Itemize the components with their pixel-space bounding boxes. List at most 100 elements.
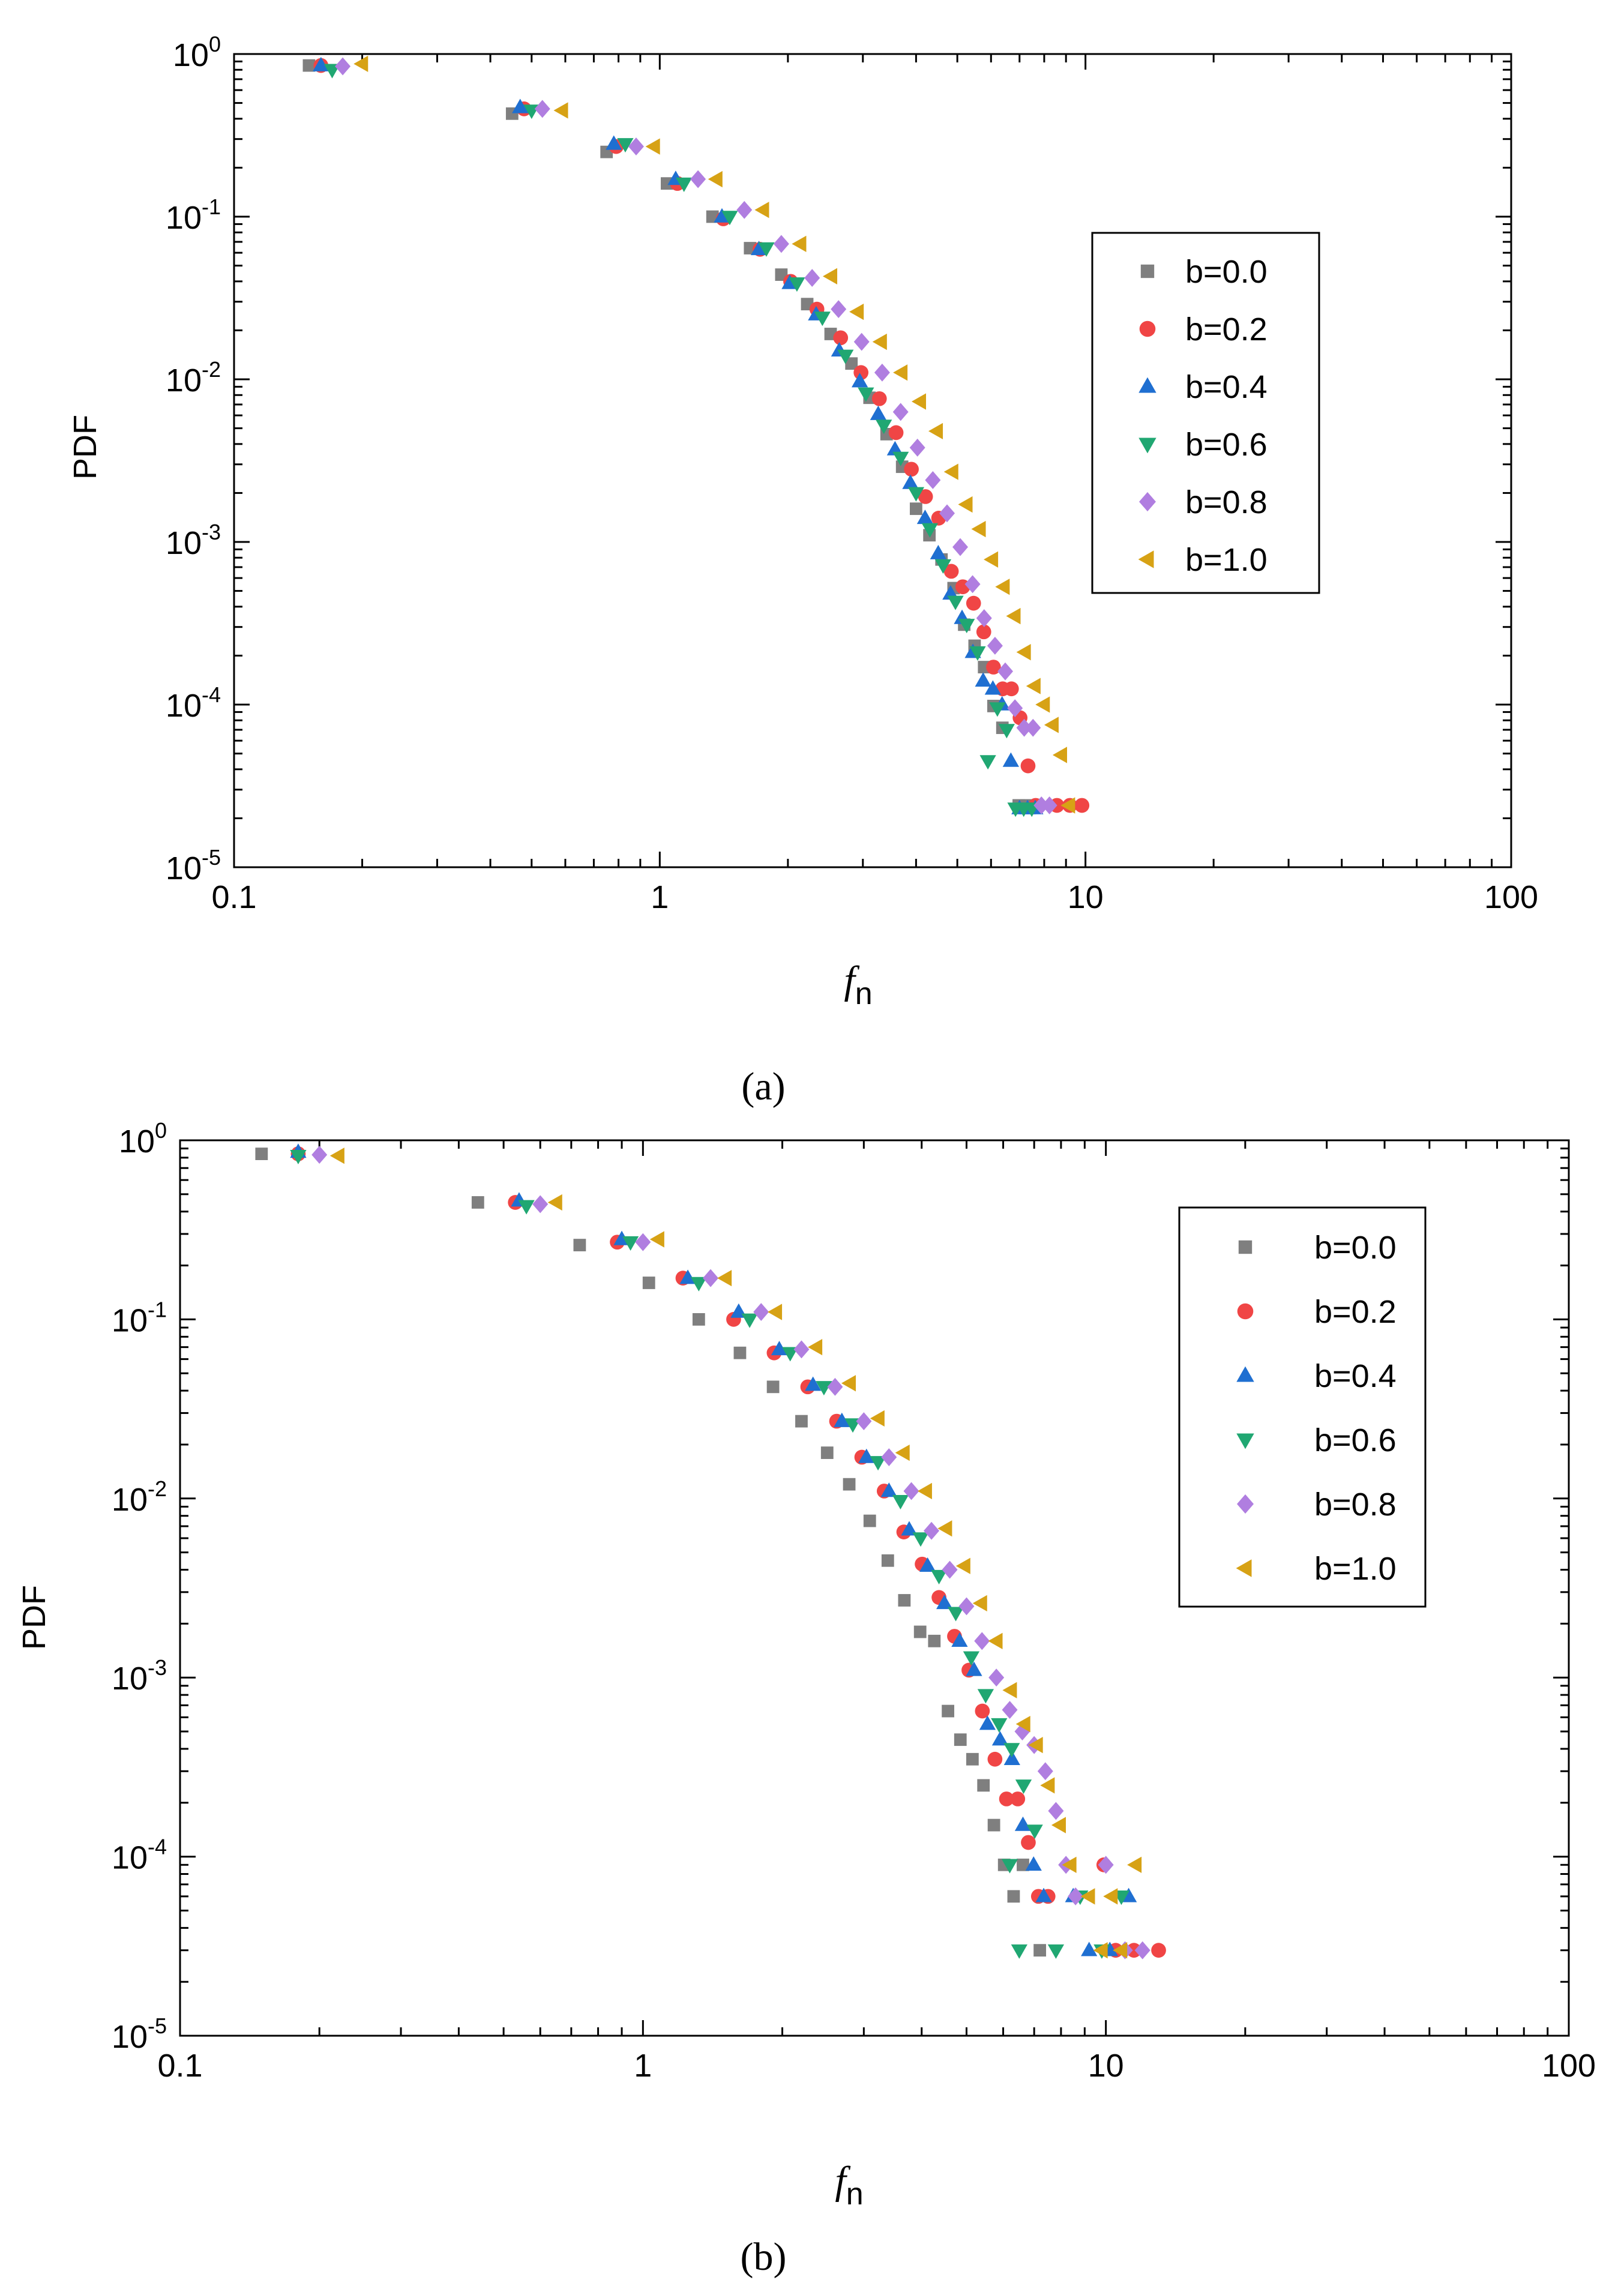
data-point [471,1196,484,1209]
data-point [977,1779,990,1792]
legend-label: b=0.4 [1314,1358,1397,1394]
data-point [947,1607,964,1622]
data-point [943,463,958,480]
x-tick-label: 1 [634,2048,652,2084]
legend-b: b=0.0 b=0.2 b=0.4 b=0.6 b=0.8 b=1.0 [1178,1206,1427,1608]
data-point [1007,1890,1020,1903]
data-point [976,609,992,627]
data-point [863,1514,876,1527]
data-point [290,1149,307,1165]
data-point [977,1689,994,1704]
data-point [717,1269,732,1287]
series-b=0.8 [335,57,1057,814]
data-point [573,1239,586,1251]
data-point [703,1269,719,1287]
data-point [708,170,723,188]
data-point [1060,797,1075,814]
data-point [958,619,975,634]
data-point [692,1313,705,1326]
series-b=0.0 [255,1148,1047,1957]
data-point [870,1456,886,1471]
legend-label: b=0.2 [1185,311,1268,347]
data-point [1062,1856,1077,1873]
data-point [937,1520,952,1537]
data-point [986,660,1001,675]
data-point [988,1632,1003,1649]
data-point [874,363,890,382]
series-b=0.4 [313,56,1044,814]
data-point [1033,1944,1047,1957]
data-point [1033,796,1050,814]
data-point [912,1532,929,1547]
data-point [1040,1777,1055,1794]
data-point [893,364,908,381]
data-point [518,1200,535,1215]
data-point [792,235,807,253]
data-point [898,1594,911,1607]
data-point [966,1661,982,1676]
data-point [754,202,769,218]
series-b=0.4 [290,1143,1137,1957]
data-point [998,724,1015,739]
data-point [1047,1944,1065,1959]
data-point [804,269,820,287]
caption-a: (a) [741,1065,785,1108]
data-point [1010,1791,1026,1806]
data-point [805,1376,822,1391]
data-point [858,387,874,402]
data-point [553,102,568,119]
data-point [902,474,919,489]
data-point [979,755,996,770]
data-point [1016,644,1031,661]
data-point [916,510,934,525]
data-point [924,1521,940,1540]
data-point [939,504,955,523]
data-point [690,170,706,188]
data-point [353,55,368,73]
data-point [954,1733,967,1746]
legend-marker [1140,264,1155,278]
data-point [758,242,775,257]
data-point [966,595,981,611]
legend-marker [1237,1303,1254,1320]
plot-area-a: 0.1 1 10 10010010-110-210-310-410-5b=0.0b=0… [166,32,1538,915]
chart-panel-b: 0.1 1 10 10010010-110-210-310-410-5b=0.0b=0… [16,1118,1596,2279]
data-point [975,672,991,687]
data-point [881,1448,897,1466]
data-point [909,502,922,516]
data-point [930,544,947,559]
y-tick-label: 10-2 [112,1476,167,1518]
data-point [311,1146,328,1164]
data-point [1003,1743,1020,1758]
data-point [892,1494,909,1510]
data-point [313,56,329,71]
series-b=0.6 [290,1149,1130,1959]
data-point [958,1597,975,1616]
data-point [913,1625,927,1638]
legend-marker [1237,1494,1254,1514]
data-point [676,177,693,192]
data-point [870,1410,885,1427]
data-point [947,595,964,610]
data-point [851,373,868,388]
data-point [964,575,981,594]
data-point [928,1634,941,1647]
data-point [1093,1942,1108,1959]
data-point [820,1446,834,1460]
series-b=0.6 [323,64,1040,817]
data-point [1003,681,1019,697]
data-point [534,100,550,118]
x-tick-label: 100 [1542,2048,1596,2084]
data-point [849,303,864,320]
legend-marker [1238,1240,1253,1254]
data-point [1098,1856,1114,1874]
y-axis-title-a: PDF [67,415,103,480]
data-point [1014,1816,1032,1831]
legend-box [1091,232,1320,594]
legend-marker [1236,1559,1252,1577]
legend-marker [1138,550,1154,568]
plot-area-b: 0.1 1 10 10010010-110-210-310-410-5b=0.0b=0… [112,1118,1596,2084]
y-tick-label: 10-3 [112,1655,167,1697]
data-point [635,1233,651,1251]
legend-label: b=0.0 [1314,1230,1397,1266]
